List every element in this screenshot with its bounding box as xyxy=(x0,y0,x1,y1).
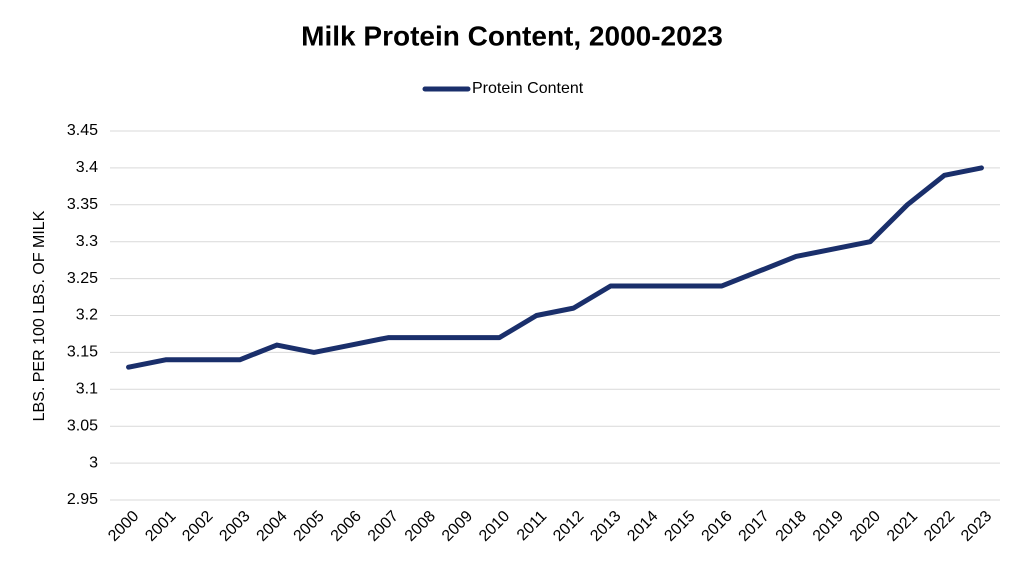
legend-label: Protein Content xyxy=(472,80,584,97)
y-tick-label: 3.25 xyxy=(67,270,98,287)
y-tick-label: 3.15 xyxy=(67,344,98,361)
data-line xyxy=(126,165,984,370)
y-axis-label: LBS. PER 100 LBS. OF MILK xyxy=(31,210,48,421)
y-tick-label: 3.05 xyxy=(67,417,98,434)
y-tick-label: 3.45 xyxy=(67,122,98,139)
y-tick-label: 3.4 xyxy=(76,159,98,176)
y-tick-label: 3.35 xyxy=(67,196,98,213)
y-tick-label: 3.3 xyxy=(76,233,98,250)
y-tick-label: 3.1 xyxy=(76,381,98,398)
y-tick-label: 3 xyxy=(89,454,98,471)
y-tick-label: 3.2 xyxy=(76,307,98,324)
chart-title: Milk Protein Content, 2000-2023 xyxy=(301,20,723,51)
y-tick-label: 2.95 xyxy=(67,491,98,508)
